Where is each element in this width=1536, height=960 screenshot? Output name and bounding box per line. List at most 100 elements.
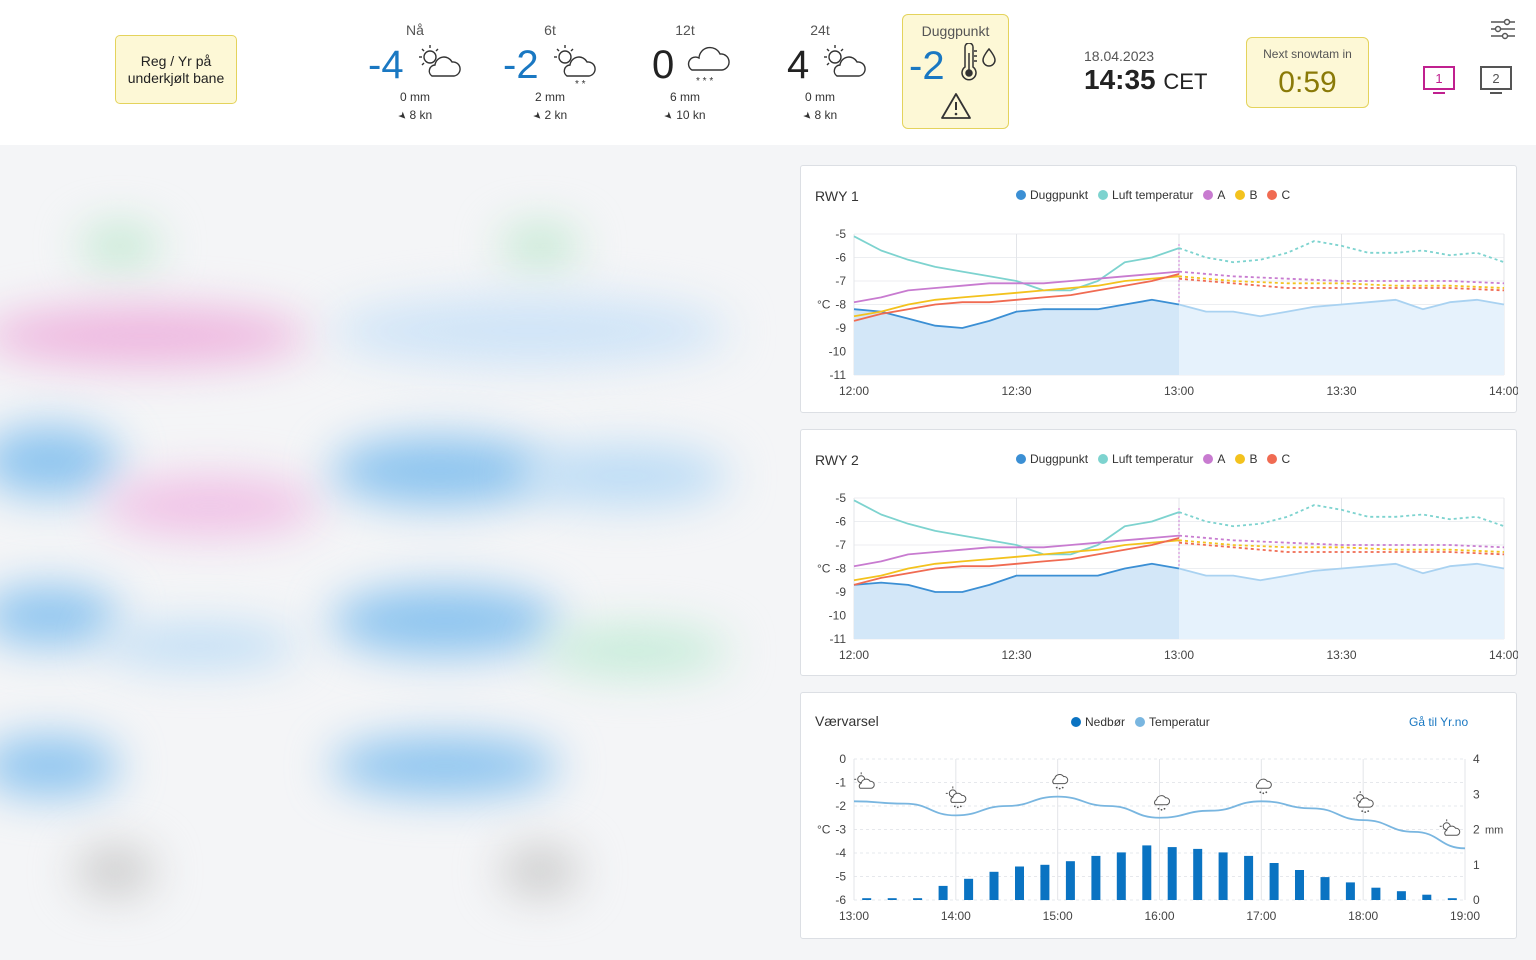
forecast-temp: -4	[368, 43, 404, 87]
y-tick-label: -9	[835, 321, 846, 335]
dewpoint-warning-card[interactable]: Duggpunkt -2	[902, 14, 1009, 129]
y-tick-label: -6	[835, 893, 846, 907]
blurred-shape	[100, 476, 320, 536]
series-line-a-prognose	[1178, 270, 1505, 285]
series-line-b-prognose	[1178, 539, 1505, 553]
precip-bar	[1269, 863, 1279, 900]
legend-item-a[interactable]: A	[1203, 452, 1225, 466]
snowtam-value: 0:59	[1278, 66, 1337, 99]
series-line-duggpunkt-prognose	[1178, 298, 1505, 318]
screen-2-button[interactable]: 2	[1480, 66, 1512, 96]
x-tick-label: 14:00	[1489, 648, 1518, 662]
precip-bar	[1040, 864, 1050, 901]
x-tick-label: 16:00	[1144, 909, 1174, 923]
blurred-shape	[540, 626, 730, 676]
forecast-12t: 12t 0 * * * 6 mm ➤ 10 kn	[620, 20, 750, 130]
blurred-shape	[0, 586, 120, 646]
precip-bar	[1422, 894, 1432, 900]
forecast-temp: 0	[652, 43, 675, 87]
forecast-24t: 24t 4 0 mm ➤ 8 kn	[755, 20, 885, 130]
x-tick-label: 13:00	[839, 909, 869, 923]
rwy2-line-chart: 12:00 12:30 13:00 13:30 14:00 -5 -6 -7 -8 -9 -10 -1…	[817, 491, 1518, 662]
y-tick-label: -5	[835, 491, 846, 505]
precip-bar	[862, 898, 872, 900]
chart-title: RWY 1	[815, 188, 859, 204]
monitor-icon: 2	[1480, 66, 1512, 94]
screen-1-button[interactable]: 1	[1423, 66, 1455, 96]
precip-bar	[1396, 891, 1406, 900]
precip-bar	[1218, 852, 1228, 900]
y-tick-label: -8	[835, 562, 846, 576]
series-line-c	[853, 537, 1180, 586]
series-line-luft-temperatur	[853, 235, 1180, 292]
legend-item-duggpunkt[interactable]: Duggpunkt	[1016, 188, 1088, 202]
legend-item-luft[interactable]: Luft temperatur	[1098, 188, 1193, 202]
dewpoint-area	[854, 563, 1179, 639]
y-axis-unit: °C	[817, 823, 831, 837]
forecast-bar-line-chart: 0 -1 -2 -3 -4 -5 -6 4 3 2 1 0 °C mm 13:00 14:00 15:00 16:…	[817, 752, 1503, 923]
legend-item-b[interactable]: B	[1235, 452, 1257, 466]
blurred-shape	[100, 626, 300, 666]
legend-item-duggpunkt[interactable]: Duggpunkt	[1016, 452, 1088, 466]
x-tick-label: 12:00	[839, 384, 869, 398]
snowtam-countdown: Next snowtam in 0:59	[1246, 37, 1369, 108]
y-tick-label: -10	[829, 345, 847, 359]
y-tick-label: -11	[830, 368, 847, 382]
y2-tick-label: 1	[1473, 858, 1480, 872]
reg-yr-button[interactable]: Reg / Yr på underkjølt bane	[115, 35, 237, 104]
wind-arrow-icon: ➤	[800, 109, 814, 124]
forecast-label: 12t	[675, 22, 695, 38]
y2-tick-label: 2	[1473, 823, 1480, 837]
yr-link[interactable]: Gå til Yr.no	[1409, 715, 1469, 729]
precip-bar	[1295, 870, 1304, 900]
partly-cloudy-icon	[854, 772, 875, 789]
timezone: CET	[1163, 69, 1208, 94]
blurred-shape	[500, 226, 580, 266]
y-tick-label: -1	[835, 776, 846, 790]
series-line-a	[853, 270, 1180, 304]
precip-bar	[1345, 882, 1355, 900]
precip-bar	[1065, 861, 1075, 900]
rwy1-chart-card: RWY 1 Duggpunkt Luft temperatur A B C 12…	[800, 165, 1518, 413]
precip-bar	[989, 871, 999, 900]
cloud-snow-icon	[1052, 774, 1069, 790]
series-line-duggpunkt-prognose	[1178, 562, 1505, 582]
thermometer-drop-icon	[961, 43, 996, 81]
legend-item-b[interactable]: B	[1235, 188, 1257, 202]
precip-bar	[1244, 855, 1254, 900]
precip-bar	[1167, 847, 1177, 900]
series-line-b	[853, 275, 1180, 318]
y-tick-label: -6	[835, 251, 846, 265]
rwy2-chart-card: RWY 2 Duggpunkt Luft temperatur A B C 12…	[800, 429, 1518, 676]
y-tick-label: -9	[835, 585, 846, 599]
legend-item-nedbor[interactable]: Nedbør	[1071, 715, 1125, 729]
legend-item-temperatur[interactable]: Temperatur	[1135, 715, 1210, 729]
top-bar: Reg / Yr på underkjølt bane Nå -4 0 mm ➤…	[0, 0, 1536, 145]
legend-item-c[interactable]: C	[1267, 452, 1290, 466]
partly-cloudy-snow-icon	[1353, 791, 1374, 813]
y-tick-label: -8	[835, 298, 846, 312]
blurred-shape	[80, 226, 160, 266]
forecast-temp: 4	[787, 43, 810, 87]
precip-bar	[1142, 845, 1152, 900]
x-tick-label: 15:00	[1043, 909, 1073, 923]
blurred-shape	[75, 846, 155, 896]
series-line-c-prognose	[1178, 277, 1505, 292]
y-tick-label: -6	[835, 515, 846, 529]
legend-item-luft[interactable]: Luft temperatur	[1098, 452, 1193, 466]
current-time: 14:35 CET	[1084, 64, 1207, 96]
series-line-b	[853, 539, 1180, 582]
rwy1-line-chart: 12:00 12:30 13:00 13:30 14:00 -5 -6 -7 -8 -9 -10 -1…	[817, 227, 1518, 398]
settings-sliders-button[interactable]	[1490, 18, 1516, 40]
x-tick-label: 13:00	[1164, 384, 1194, 398]
legend-item-c[interactable]: C	[1267, 188, 1290, 202]
legend-item-a[interactable]: A	[1203, 188, 1225, 202]
y2-tick-label: 0	[1473, 893, 1480, 907]
x-tick-label: 13:30	[1326, 648, 1356, 662]
monitor-icon: 1	[1423, 66, 1455, 94]
x-tick-label: 13:00	[1164, 648, 1194, 662]
dewpoint-area	[1179, 299, 1504, 375]
sliders-icon	[1491, 18, 1515, 40]
wind-value: 10 kn	[676, 108, 706, 122]
precip-bar	[964, 878, 974, 900]
